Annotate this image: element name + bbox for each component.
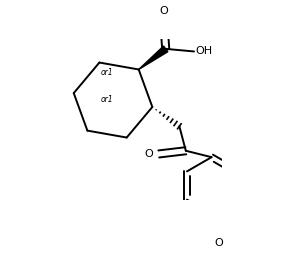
Text: O: O [159, 6, 168, 16]
Text: or1: or1 [100, 95, 113, 104]
Text: O: O [214, 238, 223, 248]
Polygon shape [139, 46, 168, 69]
Text: or1: or1 [100, 68, 113, 77]
Text: OH: OH [195, 46, 212, 57]
Text: O: O [144, 149, 153, 159]
